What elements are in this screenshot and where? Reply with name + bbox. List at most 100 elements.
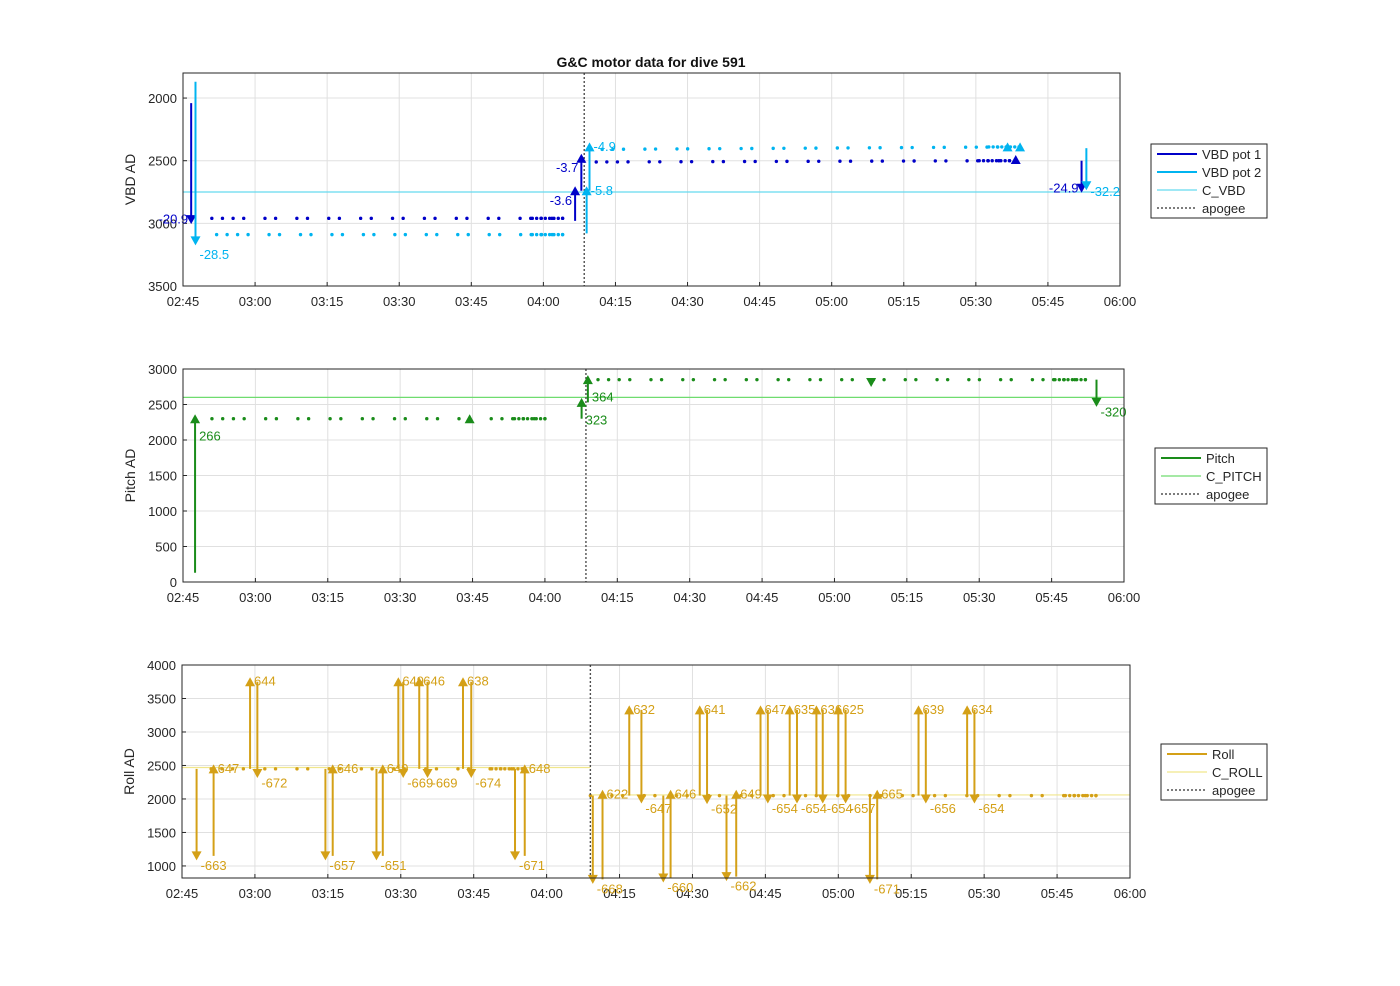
- motor-move-label: 638: [467, 674, 489, 689]
- data-point: [214, 232, 219, 237]
- data-point: [681, 377, 685, 382]
- data-point: [903, 377, 907, 382]
- chart-panel-3: 02:45 03:00 03:15 03:30 03:45 04:00 04:15 04:30…: [121, 658, 1268, 901]
- data-point: [1053, 377, 1057, 382]
- motor-move-label: 266: [199, 429, 221, 444]
- chart-panel-1: 02:45 03:00 03:15 03:30 03:45 04:00 04:15 04:30…: [122, 72, 1268, 309]
- data-point: [306, 767, 310, 771]
- data-point: [997, 793, 1001, 798]
- data-point: [750, 793, 754, 798]
- data-point: [298, 232, 303, 237]
- motor-move-label: -668: [597, 881, 623, 896]
- data-point: [263, 216, 267, 221]
- motor-move-arrowhead: [191, 851, 202, 861]
- data-point: [1085, 793, 1089, 798]
- data-point: [653, 793, 657, 798]
- motor-move-arrowhead: [913, 705, 924, 715]
- motor-move-label: -654: [827, 801, 853, 816]
- x-tick-label: 04:00: [527, 294, 560, 309]
- motor-move-arrowhead: [1015, 142, 1026, 152]
- motor-move-arrowhead: [840, 794, 851, 804]
- data-point: [1072, 793, 1076, 798]
- data-point: [512, 417, 517, 421]
- data-point: [649, 377, 653, 382]
- data-point: [340, 232, 345, 237]
- data-point: [552, 216, 556, 221]
- data-point: [422, 216, 427, 221]
- data-point: [220, 417, 225, 421]
- y-tick-label: 1000: [147, 859, 176, 874]
- data-point: [534, 216, 539, 221]
- plot-area: [182, 665, 1130, 878]
- data-point: [403, 232, 408, 237]
- data-point: [370, 767, 374, 771]
- data-point: [391, 767, 396, 771]
- motor-move-label: -669: [432, 776, 458, 791]
- data-point: [489, 417, 493, 421]
- x-tick-label: 03:30: [383, 294, 416, 309]
- data-point: [539, 216, 543, 221]
- x-tick-label: 03:45: [457, 886, 490, 901]
- data-point: [647, 160, 651, 164]
- data-point: [977, 159, 981, 163]
- data-point: [1003, 159, 1007, 163]
- data-point: [835, 146, 840, 150]
- motor-move-label: -672: [261, 776, 287, 791]
- data-point: [305, 216, 310, 221]
- data-point: [739, 146, 743, 151]
- motor-move-arrowhead: [190, 236, 201, 246]
- data-point: [995, 145, 1000, 149]
- legend-entry: VBD pot 1: [1202, 147, 1261, 162]
- motor-move-label: -652: [711, 802, 737, 817]
- motor-move-label: -662: [730, 879, 756, 894]
- motor-move-label: -654: [978, 801, 1004, 816]
- motor-move-label: 632: [633, 702, 655, 717]
- motor-move-label: -657: [850, 801, 876, 816]
- motor-move-arrowhead: [393, 677, 404, 687]
- x-tick-label: 03:00: [239, 886, 272, 901]
- data-point: [707, 147, 711, 151]
- data-point: [659, 377, 664, 382]
- motor-move-arrowhead: [833, 705, 844, 715]
- data-point: [273, 216, 278, 221]
- data-point: [945, 377, 950, 382]
- motor-move-label: -674: [475, 776, 501, 791]
- motor-move-arrowhead: [327, 764, 338, 774]
- x-tick-label: 05:15: [895, 886, 928, 901]
- data-point: [803, 793, 808, 798]
- data-point: [689, 159, 694, 164]
- x-tick-label: 03:30: [384, 590, 417, 605]
- data-point: [369, 216, 373, 221]
- y-axis-label: Roll AD: [121, 748, 137, 795]
- y-tick-label: 3500: [147, 691, 176, 706]
- data-point: [744, 377, 749, 382]
- motor-move-label: 646: [675, 786, 697, 801]
- data-point: [935, 377, 939, 382]
- x-tick-label: 05:45: [1035, 590, 1068, 605]
- data-point: [998, 377, 1003, 382]
- data-point: [994, 159, 999, 163]
- data-point: [393, 232, 397, 237]
- data-point: [230, 767, 235, 771]
- data-point: [498, 232, 502, 237]
- data-point: [628, 377, 632, 382]
- x-tick-label: 05:30: [963, 590, 996, 605]
- motor-move-label: 647: [218, 761, 240, 776]
- x-tick-label: 04:30: [671, 294, 704, 309]
- data-point: [547, 232, 552, 237]
- motor-move-arrowhead: [587, 874, 598, 884]
- data-point: [1029, 793, 1034, 798]
- legend-box: [1150, 143, 1268, 219]
- data-point: [560, 216, 565, 221]
- motor-move-arrowhead: [721, 872, 732, 882]
- data-point: [530, 417, 534, 421]
- motor-move-arrowhead: [584, 142, 595, 152]
- data-point: [963, 145, 968, 149]
- legend-entry: C_VBD: [1202, 183, 1245, 198]
- data-point: [1040, 793, 1044, 798]
- motor-move-arrowhead: [920, 794, 931, 804]
- data-point: [742, 159, 747, 164]
- motor-move-arrowhead: [866, 377, 877, 387]
- motor-move-label: -651: [380, 858, 406, 873]
